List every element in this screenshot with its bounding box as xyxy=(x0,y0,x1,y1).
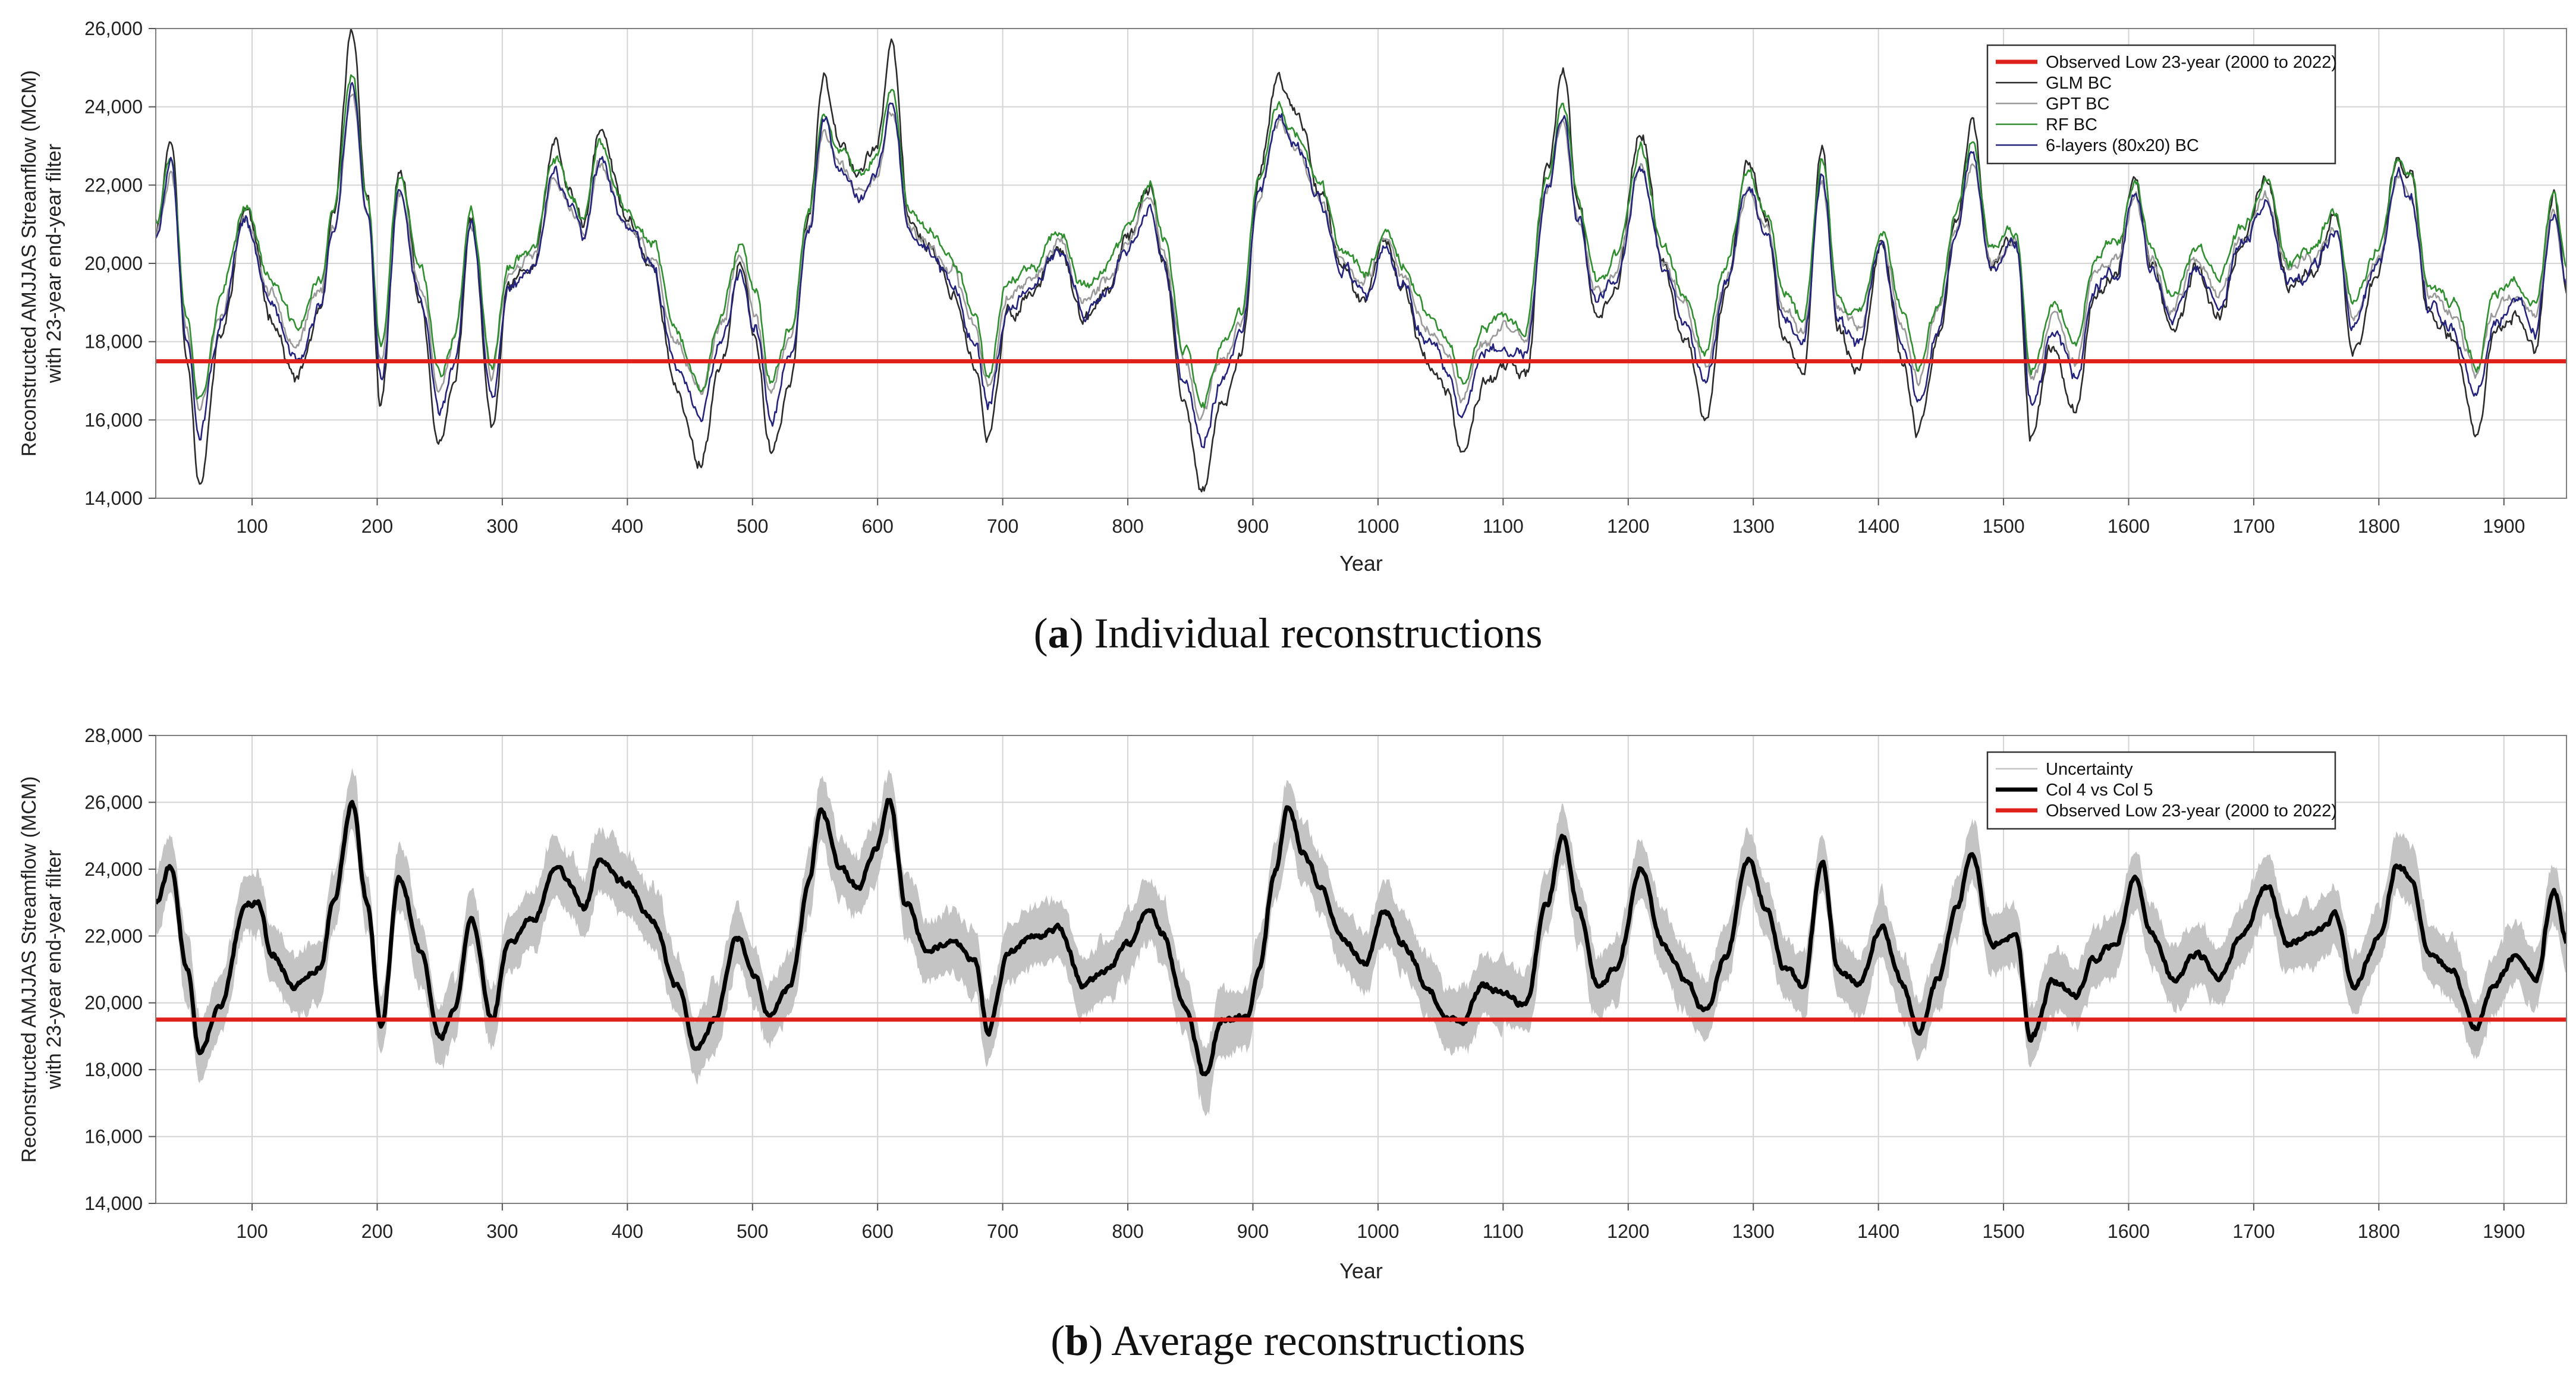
chart-b-ytick-label-24000: 24,000 xyxy=(84,859,143,880)
chart-b-xtick-label-600: 600 xyxy=(861,1221,893,1242)
chart-a-series-glm-bc xyxy=(156,29,2566,493)
chart-b-frame xyxy=(155,735,2567,1204)
chart-a-xtick-label-1200: 1200 xyxy=(1607,515,1649,537)
chart-a-ytick-label-20000: 20,000 xyxy=(84,253,143,274)
chart-b-xtick-label-100: 100 xyxy=(236,1221,268,1242)
chart-b-xtick-label-200: 200 xyxy=(361,1221,393,1242)
chart-b-xtick-label-700: 700 xyxy=(987,1221,1018,1242)
chart-a-xtick-label-200: 200 xyxy=(361,515,393,537)
chart-b-ytick-label-14000: 14,000 xyxy=(84,1193,143,1214)
chart-b-xtick-label-800: 800 xyxy=(1112,1221,1143,1242)
chart-a-ytick-label-14000: 14,000 xyxy=(84,488,143,509)
chart-b-xtick-label-1600: 1600 xyxy=(2108,1221,2150,1242)
chart-a-series-rf-bc xyxy=(156,74,2566,409)
chart-a-xlabel: Year xyxy=(1339,551,1383,576)
chart-a-ytick-label-16000: 16,000 xyxy=(84,409,143,430)
chart-panel-a: 100 200 300 400 500 600 700 800 900 1000 1100 1200 1… xyxy=(18,18,2567,576)
chart-a-xtick-label-1000: 1000 xyxy=(1357,515,1399,537)
chart-a-xtick-label-1300: 1300 xyxy=(1732,515,1775,537)
chart-a-xtick-label-400: 400 xyxy=(612,515,643,537)
chart-a-xtick-label-900: 900 xyxy=(1237,515,1269,537)
chart-a-legend: Observed Low 23-year (2000 to 2022) GLM B… xyxy=(1986,44,2337,165)
chart-a-legend-box xyxy=(1986,44,2336,165)
caption-b-text: Average reconstructions xyxy=(1111,1317,1526,1365)
chart-b-plot-area xyxy=(156,768,2566,1117)
chart-b-y-axis: 14,000 16,000 18,000 20,000 22,000 24,000 26,0… xyxy=(84,725,156,1214)
chart-b-xtick-label-1500: 1500 xyxy=(1982,1221,2024,1242)
chart-b-legend-label-observed-low-23-year-2000-to-2022: Observed Low 23-year (2000 to 2022) xyxy=(2046,801,2337,820)
chart-b-series-uncertainty xyxy=(156,768,2566,1117)
chart-b-xtick-label-1000: 1000 xyxy=(1357,1221,1399,1242)
chart-b-xtick-label-1800: 1800 xyxy=(2358,1221,2400,1242)
chart-a-xtick-label-100: 100 xyxy=(236,515,268,537)
chart-b-ylabel-line1: Reconstructed AMJJAS Streamflow (MCM) xyxy=(18,776,40,1163)
chart-a-xtick-label-1100: 1100 xyxy=(1483,515,1524,537)
chart-b-ytick-label-18000: 18,000 xyxy=(84,1059,143,1080)
chart-a-plot-area xyxy=(156,29,2566,493)
chart-b-ytick-label-16000: 16,000 xyxy=(84,1126,143,1148)
chart-a-legend-label-gpt-bc: GPT BC xyxy=(2046,95,2109,114)
chart-a-xtick-label-800: 800 xyxy=(1112,515,1143,537)
chart-b-ytick-label-22000: 22,000 xyxy=(84,925,143,947)
chart-b-ytick-label-26000: 26,000 xyxy=(84,791,143,813)
chart-a-legend-label-rf-bc: RF BC xyxy=(2046,115,2097,134)
chart-b-xtick-label-1900: 1900 xyxy=(2483,1221,2525,1242)
chart-b-series-col-4-vs-col-5 xyxy=(156,798,2566,1077)
chart-a-xtick-label-1700: 1700 xyxy=(2232,515,2275,537)
chart-a-xtick-label-300: 300 xyxy=(486,515,518,537)
chart-a-ytick-label-24000: 24,000 xyxy=(84,96,143,118)
chart-a-legend-label-6-layers-80x20-bc: 6-layers (80x20) BC xyxy=(2046,136,2199,155)
chart-b-ytick-label-20000: 20,000 xyxy=(84,992,143,1014)
chart-b-legend-box xyxy=(1986,751,2336,830)
chart-a-series-6-layers-80x20-bc xyxy=(156,81,2566,449)
caption-b-label: b xyxy=(1065,1317,1089,1365)
chart-b-xlabel: Year xyxy=(1339,1259,1383,1283)
chart-panel-b: 100 200 300 400 500 600 700 800 900 1000 1100 1200 1… xyxy=(18,725,2567,1283)
caption-b: (b) Average reconstructions xyxy=(1050,1317,1526,1365)
chart-a-xtick-label-1400: 1400 xyxy=(1857,515,1899,537)
chart-a-xtick-label-1900: 1900 xyxy=(2483,515,2525,537)
chart-b-xtick-label-900: 900 xyxy=(1237,1221,1269,1242)
chart-a-xtick-label-700: 700 xyxy=(987,515,1018,537)
chart-a-xtick-label-1500: 1500 xyxy=(1982,515,2024,537)
chart-a-xtick-label-1800: 1800 xyxy=(2358,515,2400,537)
chart-a-ylabel-line2: with 23-year end-year filter xyxy=(43,144,65,384)
chart-a-xtick-label-600: 600 xyxy=(861,515,893,537)
chart-a-series-gpt-bc xyxy=(156,93,2566,422)
chart-b-legend-label-uncertainty: Uncertainty xyxy=(2046,760,2133,779)
chart-b-xtick-label-1200: 1200 xyxy=(1607,1221,1649,1242)
chart-b-xtick-label-1300: 1300 xyxy=(1732,1221,1775,1242)
chart-a-ytick-label-18000: 18,000 xyxy=(84,331,143,353)
caption-a-text: Individual reconstructions xyxy=(1094,609,1543,657)
chart-a-x-axis: 100 200 300 400 500 600 700 800 900 1000 1100 1200 1… xyxy=(236,498,2525,537)
caption-a: (a) Individual reconstructions xyxy=(1033,609,1543,657)
chart-a-legend-label-observed-low-23-year-2000-to-2022: Observed Low 23-year (2000 to 2022) xyxy=(2046,53,2337,72)
chart-b-xtick-label-400: 400 xyxy=(612,1221,643,1242)
chart-a-y-axis: 14,000 16,000 18,000 20,000 22,000 24,000 26,0… xyxy=(84,18,156,509)
chart-a-legend-label-glm-bc: GLM BC xyxy=(2046,74,2112,93)
chart-b-xtick-label-500: 500 xyxy=(737,1221,768,1242)
chart-b-legend-label-col-4-vs-col-5: Col 4 vs Col 5 xyxy=(2046,781,2153,800)
chart-a-xtick-label-500: 500 xyxy=(737,515,768,537)
chart-a-ytick-label-22000: 22,000 xyxy=(84,174,143,196)
chart-b-ytick-label-28000: 28,000 xyxy=(84,725,143,746)
chart-b-xtick-label-1700: 1700 xyxy=(2232,1221,2275,1242)
chart-a-ylabel: Reconstructed AMJJAS Streamflow (MCM) wit… xyxy=(18,70,65,457)
chart-a-ytick-label-26000: 26,000 xyxy=(84,18,143,39)
chart-b-xtick-label-1400: 1400 xyxy=(1857,1221,1899,1242)
chart-a-xtick-label-1600: 1600 xyxy=(2108,515,2150,537)
chart-b-xtick-label-300: 300 xyxy=(486,1221,518,1242)
chart-a-ylabel-line1: Reconstructed AMJJAS Streamflow (MCM) xyxy=(18,70,40,457)
chart-b-xtick-label-1100: 1100 xyxy=(1483,1221,1524,1242)
caption-a-label: a xyxy=(1048,609,1070,657)
chart-b-ylabel: Reconstructed AMJJAS Streamflow (MCM) wit… xyxy=(18,776,65,1163)
chart-b-x-axis: 100 200 300 400 500 600 700 800 900 1000 1100 1200 1… xyxy=(236,1203,2525,1242)
chart-b-ylabel-line2: with 23-year end-year filter xyxy=(43,850,65,1090)
